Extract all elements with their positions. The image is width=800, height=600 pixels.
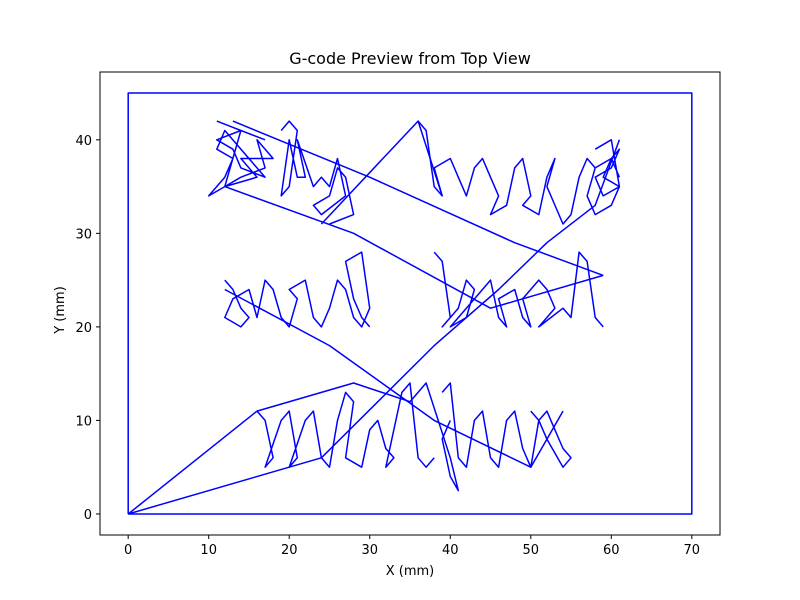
x-tick-label: 20	[281, 543, 298, 558]
toolpath-travel-12	[224, 185, 604, 309]
x-tick-label: 50	[523, 543, 540, 558]
toolpath-travel-11	[232, 120, 604, 277]
x-tick-label: 40	[442, 543, 459, 558]
toolpath-text-toolpath-3	[417, 120, 596, 225]
axes-frame	[99, 71, 721, 536]
y-tick-label: 10	[75, 414, 92, 429]
toolpath-text-toolpath-5	[224, 251, 371, 328]
toolpath-text-toolpath-4	[586, 139, 621, 216]
y-axis-label: Y (mm)	[53, 286, 68, 335]
y-tick-label: 40	[75, 134, 92, 149]
plot-area	[127, 92, 693, 515]
toolpath-travel-10	[127, 139, 621, 515]
toolpath-border-0	[127, 92, 693, 515]
x-tick-label: 70	[684, 543, 701, 558]
x-tick-label: 10	[200, 543, 217, 558]
chart-title: G-code Preview from Top View	[289, 49, 531, 68]
toolpath-text-toolpath-2	[280, 120, 355, 225]
toolpath-text-toolpath-7	[256, 382, 435, 468]
toolpath-text-toolpath-1	[207, 120, 274, 197]
x-tick-label: 30	[361, 543, 378, 558]
toolpath-text-toolpath-8	[441, 382, 572, 468]
toolpath-text-toolpath-6	[433, 251, 604, 328]
x-tick-label: 60	[603, 543, 620, 558]
toolpath-travel-13	[224, 288, 564, 468]
x-axis-label: X (mm)	[386, 564, 435, 579]
x-axis: 0 10 20 30 40 50 60 70	[124, 535, 700, 558]
y-axis: 0 10 20 30 40	[75, 134, 100, 523]
y-tick-label: 20	[75, 321, 92, 336]
x-tick-label: 0	[124, 543, 132, 558]
toolpath-travel-14	[320, 120, 443, 225]
y-tick-label: 30	[75, 227, 92, 242]
toolpath-travel-9	[127, 382, 460, 515]
y-tick-label: 0	[84, 508, 92, 523]
